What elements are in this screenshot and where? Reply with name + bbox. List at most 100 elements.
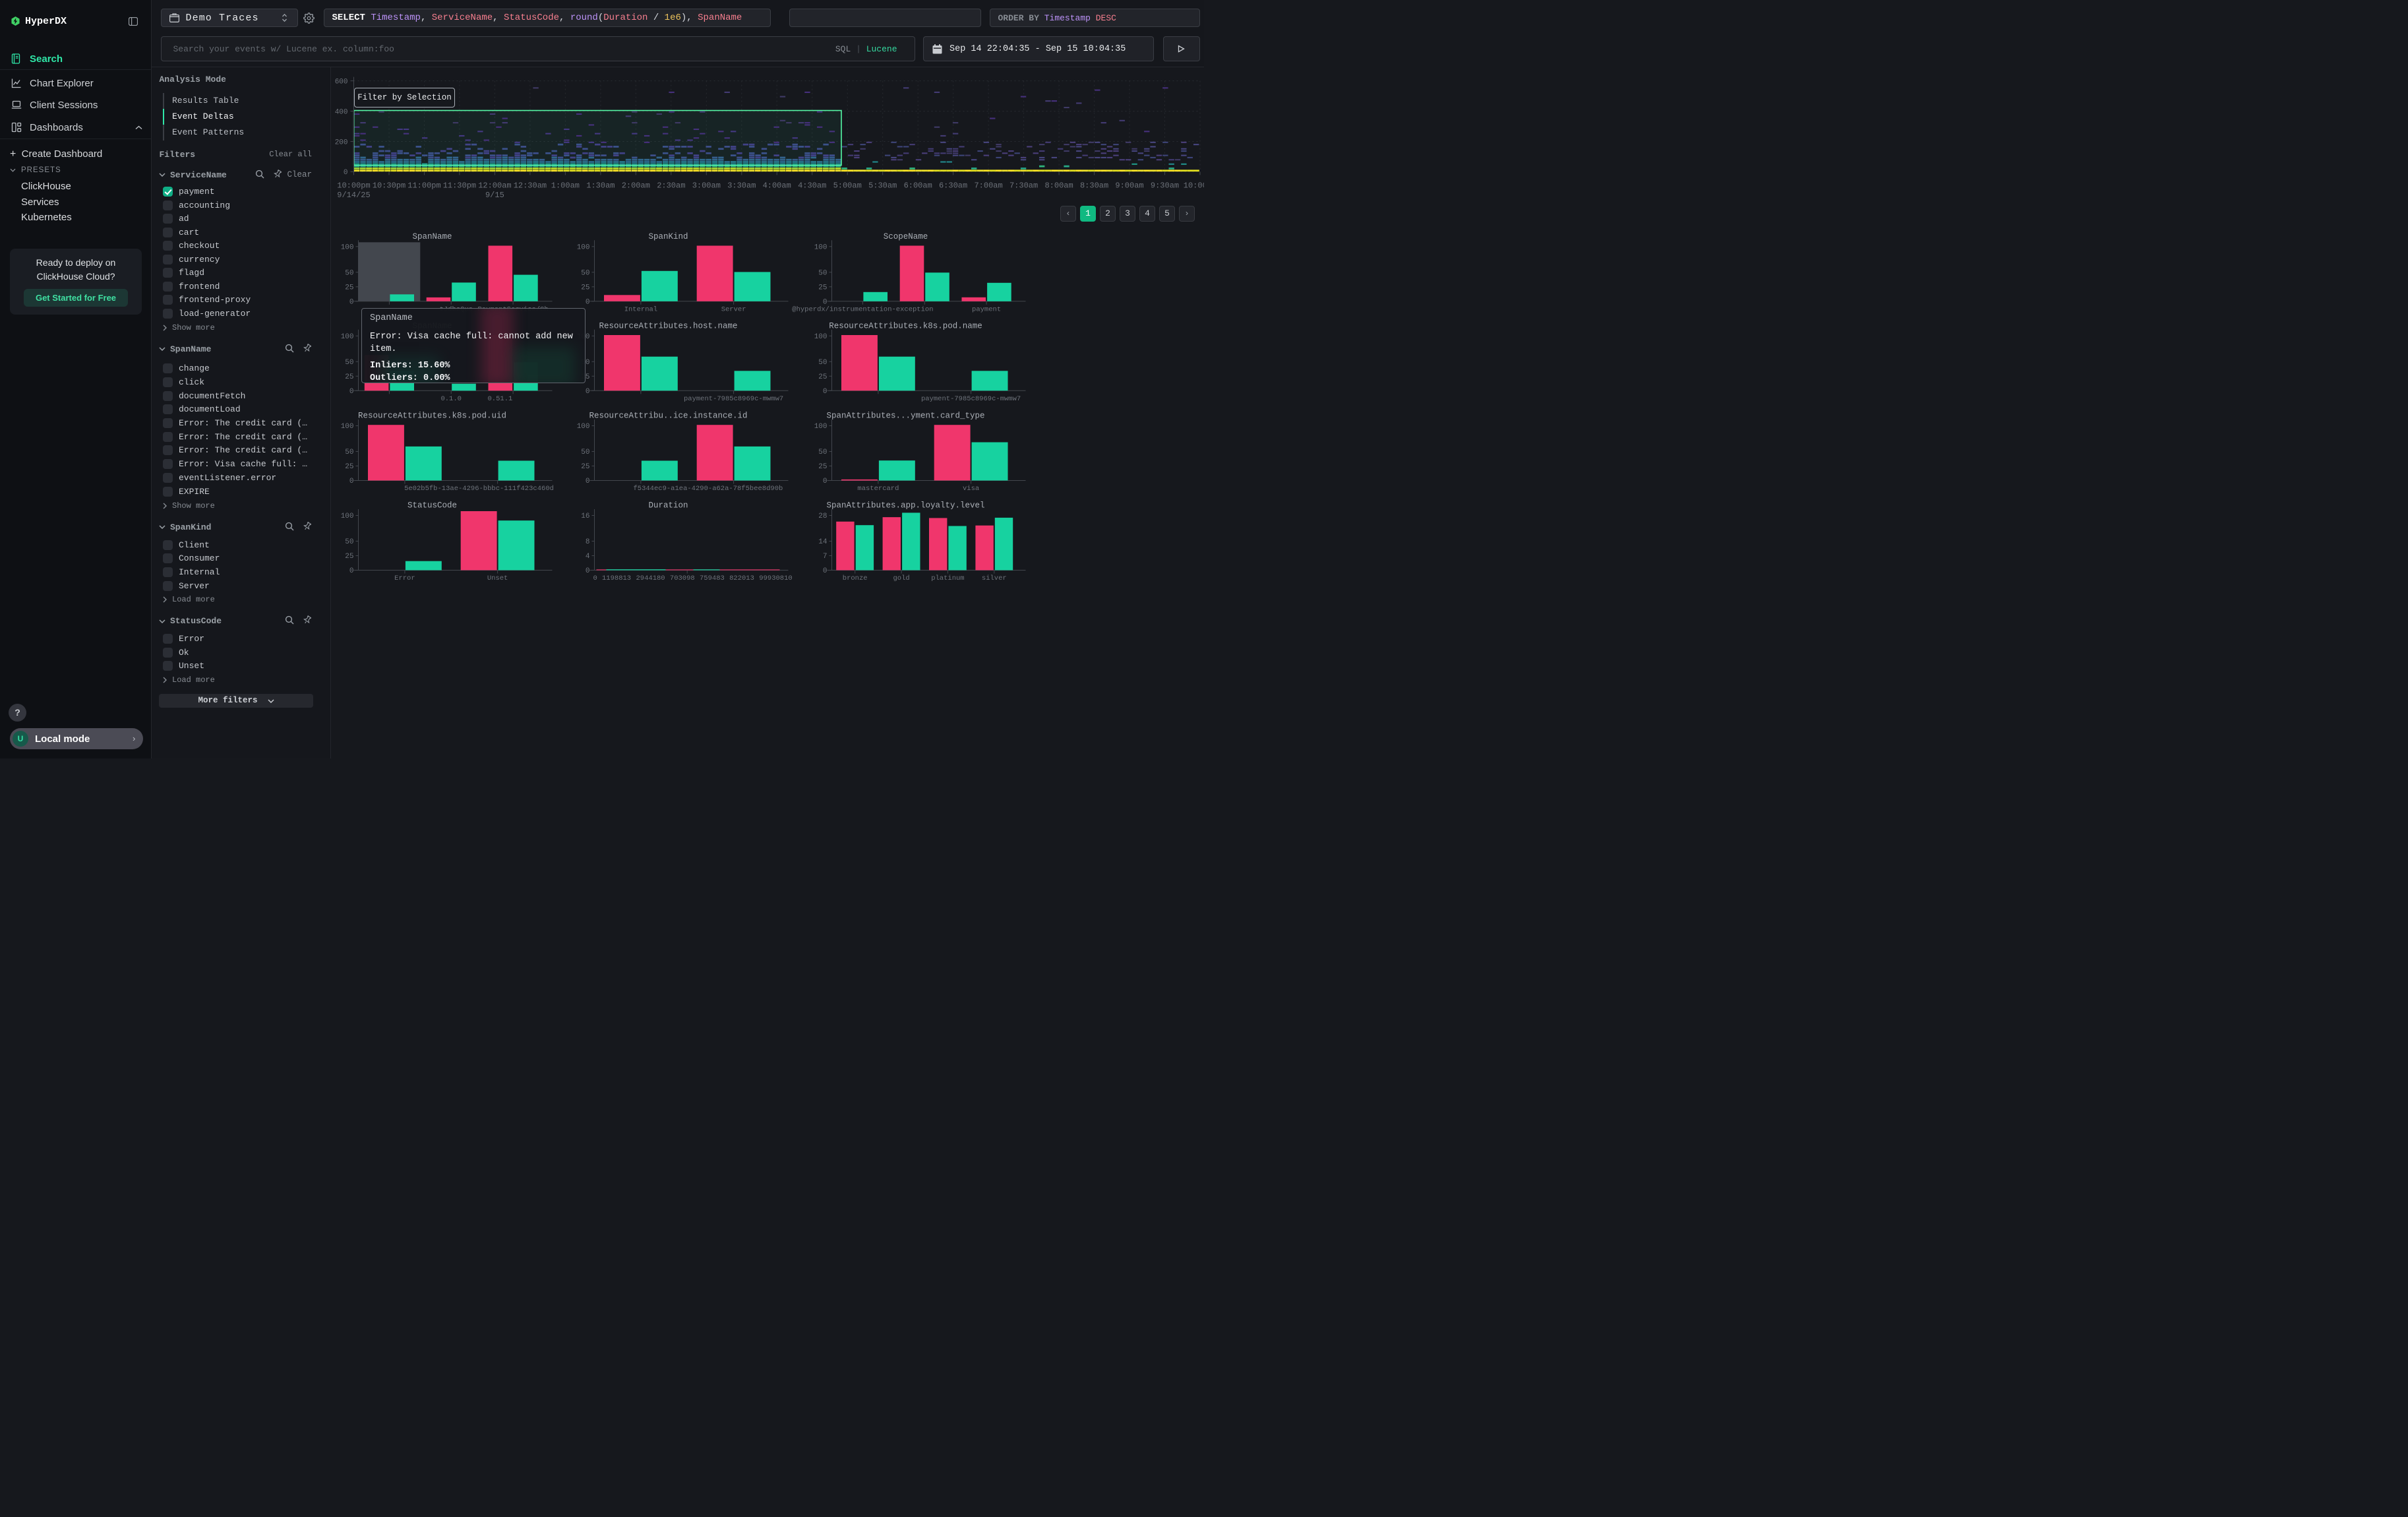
svg-text:StatusCode: StatusCode (407, 501, 457, 511)
svg-text:4:30am: 4:30am (798, 181, 826, 191)
svg-text:Unset: Unset (487, 574, 508, 582)
svg-text:50: 50 (818, 269, 827, 277)
svg-text:0: 0 (349, 298, 354, 306)
svg-text:0: 0 (823, 388, 828, 396)
svg-text:11:30pm: 11:30pm (443, 181, 476, 191)
svg-text:50: 50 (818, 359, 827, 367)
svg-text:9/14/25: 9/14/25 (337, 191, 370, 200)
svg-text:100: 100 (814, 423, 828, 431)
svg-text:100: 100 (341, 333, 354, 341)
svg-text:0.51.1: 0.51.1 (487, 395, 512, 403)
svg-text:100: 100 (341, 512, 354, 520)
svg-text:16: 16 (581, 512, 589, 520)
svg-text:25: 25 (818, 284, 827, 292)
svg-text:10:00am: 10:00am (1184, 181, 1204, 191)
svg-text:6:00am: 6:00am (904, 181, 932, 191)
svg-text:silver: silver (982, 574, 1007, 582)
svg-text:1:30am: 1:30am (586, 181, 615, 191)
svg-text:3:00am: 3:00am (692, 181, 721, 191)
svg-text:9:00am: 9:00am (1115, 181, 1143, 191)
svg-text:100: 100 (814, 243, 828, 251)
svg-text:12:00am: 12:00am (478, 181, 511, 191)
svg-text:@hyperdx/instrumentation-excep: @hyperdx/instrumentation-exception (792, 305, 933, 313)
svg-text:25: 25 (345, 553, 353, 561)
svg-text:SpanName: SpanName (412, 232, 452, 241)
svg-text:5:30am: 5:30am (868, 181, 897, 191)
svg-text:25: 25 (818, 373, 827, 381)
svg-text:14: 14 (818, 538, 828, 546)
svg-text:0: 0 (349, 567, 354, 575)
svg-text:50: 50 (818, 449, 827, 456)
svg-text:4:00am: 4:00am (763, 181, 791, 191)
svg-text:payment-7985c8969c-mwmw7: payment-7985c8969c-mwmw7 (921, 395, 1021, 403)
svg-text:2944180: 2944180 (636, 574, 665, 582)
svg-text:100: 100 (577, 243, 590, 251)
svg-text:25: 25 (818, 463, 827, 471)
svg-text:SpanAttributes...yment.card_ty: SpanAttributes...yment.card_type (826, 412, 984, 421)
svg-text:mastercard: mastercard (857, 485, 899, 493)
svg-text:11:00pm: 11:00pm (407, 181, 440, 191)
svg-text:0: 0 (586, 567, 590, 575)
svg-text:50: 50 (581, 449, 589, 456)
svg-text:822013: 822013 (729, 574, 754, 582)
svg-text:Error: Error (394, 574, 415, 582)
svg-text:10:30pm: 10:30pm (373, 181, 406, 191)
svg-text:50: 50 (345, 538, 353, 546)
svg-text:ResourceAttributes.k8s.pod.uid: ResourceAttributes.k8s.pod.uid (358, 412, 506, 421)
svg-text:200: 200 (335, 139, 348, 146)
svg-text:ScopeName: ScopeName (884, 232, 928, 241)
svg-text:50: 50 (345, 269, 353, 277)
svg-text:0: 0 (349, 478, 354, 485)
svg-text:ResourceAttributes.host.name: ResourceAttributes.host.name (599, 321, 737, 330)
svg-text:759483: 759483 (700, 574, 725, 582)
svg-text:25: 25 (345, 463, 353, 471)
svg-text:7:30am: 7:30am (1009, 181, 1038, 191)
svg-text:Server: Server (721, 305, 746, 313)
svg-text:1198813: 1198813 (602, 574, 631, 582)
svg-text:10:00pm: 10:00pm (337, 181, 370, 191)
svg-text:25: 25 (581, 463, 589, 471)
svg-text:1:00am: 1:00am (551, 181, 580, 191)
svg-text:0: 0 (586, 298, 590, 306)
svg-text:3:30am: 3:30am (727, 181, 756, 191)
svg-text:0: 0 (349, 388, 354, 396)
svg-text:5e02b5fb-13ae-4296-bbbc-111f42: 5e02b5fb-13ae-4296-bbbc-111f423c460d (404, 485, 554, 493)
svg-text:f5344ec9-a1ea-4290-a62a-78f5be: f5344ec9-a1ea-4290-a62a-78f5bee8d90b (633, 485, 783, 493)
svg-text:8:30am: 8:30am (1080, 181, 1108, 191)
svg-text:platinum: platinum (931, 574, 964, 582)
svg-text:8:00am: 8:00am (1044, 181, 1073, 191)
svg-text:9:30am: 9:30am (1151, 181, 1179, 191)
svg-text:2:00am: 2:00am (622, 181, 650, 191)
svg-text:Internal: Internal (624, 305, 657, 313)
svg-text:50: 50 (345, 449, 353, 456)
svg-text:payment-7985c8969c-mwmw7: payment-7985c8969c-mwmw7 (684, 395, 783, 403)
svg-text:Duration: Duration (648, 501, 688, 511)
svg-text:6:30am: 6:30am (939, 181, 967, 191)
svg-text:50: 50 (581, 269, 589, 277)
svg-text:bronze: bronze (843, 574, 868, 582)
svg-text:SpanAttributes.app.loyalty.lev: SpanAttributes.app.loyalty.level (826, 501, 984, 511)
svg-text:5:00am: 5:00am (833, 181, 862, 191)
svg-text:SpanKind: SpanKind (648, 232, 688, 241)
svg-text:2:30am: 2:30am (657, 181, 685, 191)
svg-text:12:30am: 12:30am (514, 181, 547, 191)
svg-text:0: 0 (823, 298, 828, 306)
svg-text:0: 0 (823, 478, 828, 485)
svg-text:9/15: 9/15 (485, 191, 504, 200)
svg-text:ResourceAttributes.k8s.pod.nam: ResourceAttributes.k8s.pod.name (829, 321, 982, 330)
svg-text:100: 100 (814, 333, 828, 341)
svg-text:7: 7 (823, 553, 828, 561)
svg-text:600: 600 (335, 78, 348, 86)
svg-text:4: 4 (586, 553, 590, 561)
svg-text:7:00am: 7:00am (974, 181, 1002, 191)
svg-text:8: 8 (586, 538, 590, 546)
svg-text:28: 28 (818, 512, 827, 520)
svg-text:gold: gold (893, 574, 909, 582)
svg-text:25: 25 (345, 373, 353, 381)
svg-text:ResourceAttribu..ice.instance.: ResourceAttribu..ice.instance.id (589, 412, 747, 421)
svg-text:100: 100 (341, 423, 354, 431)
svg-text:100: 100 (577, 423, 590, 431)
svg-text:99930810: 99930810 (759, 574, 792, 582)
svg-text:25: 25 (581, 284, 589, 292)
svg-text:100: 100 (341, 243, 354, 251)
